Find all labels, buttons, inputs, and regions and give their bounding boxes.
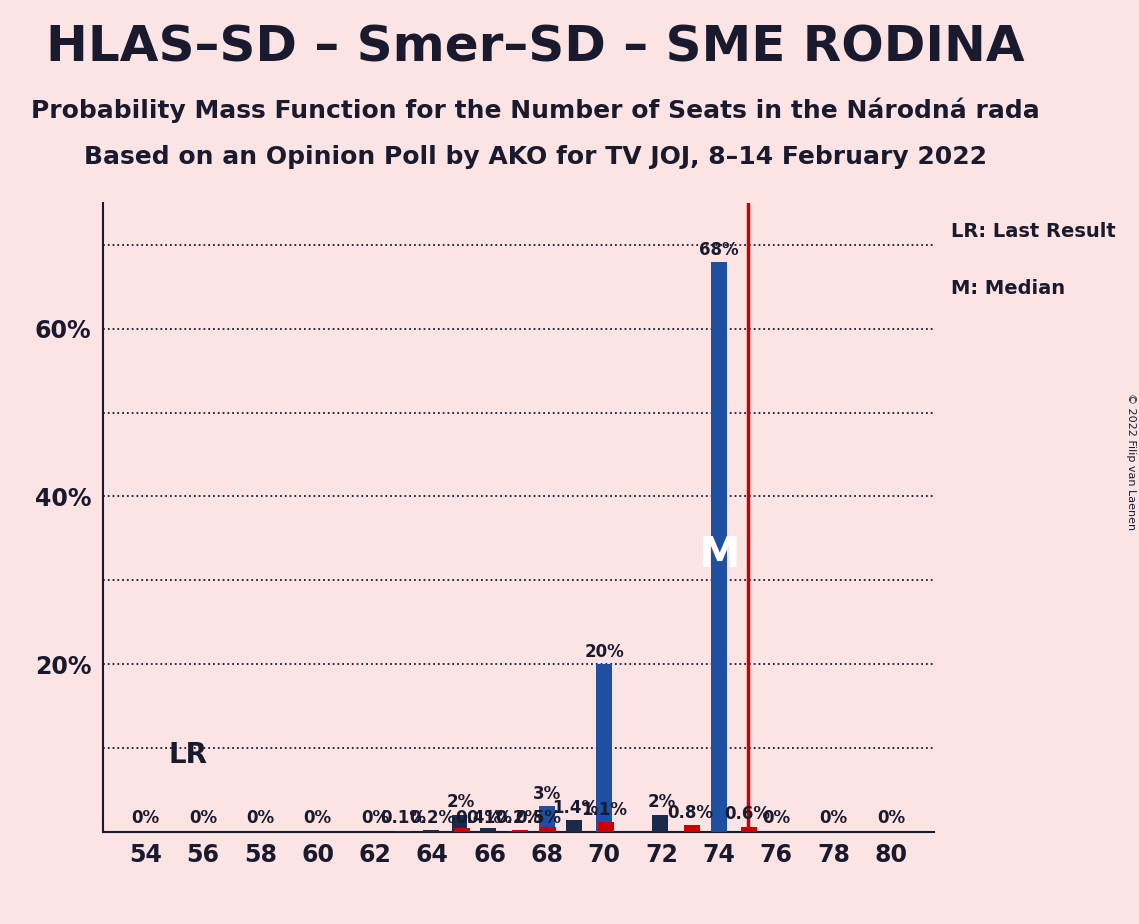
Text: 0%: 0%	[246, 808, 274, 827]
Text: 0%: 0%	[361, 808, 388, 827]
Bar	[597, 664, 612, 832]
Bar	[711, 261, 727, 832]
Bar	[683, 825, 699, 832]
Text: 2%: 2%	[647, 794, 675, 811]
Bar	[511, 830, 527, 832]
Text: M: M	[698, 534, 739, 577]
Bar	[454, 828, 470, 832]
Text: 20%: 20%	[584, 643, 624, 661]
Text: M: Median: M: Median	[951, 279, 1065, 298]
Text: 0%: 0%	[762, 808, 790, 827]
Text: 0.6%: 0.6%	[724, 805, 771, 823]
Text: 0.4%: 0.4%	[456, 808, 501, 827]
Bar	[423, 830, 439, 832]
Text: 68%: 68%	[699, 240, 739, 259]
Bar	[539, 807, 555, 832]
Text: 0.2%: 0.2%	[409, 808, 456, 827]
Text: HLAS–SD – Smer–SD – SME RODINA: HLAS–SD – Smer–SD – SME RODINA	[46, 23, 1025, 71]
Bar	[598, 822, 614, 832]
Text: 0%: 0%	[189, 808, 216, 827]
Bar	[741, 827, 757, 832]
Text: Based on an Opinion Poll by AKO for TV JOJ, 8–14 February 2022: Based on an Opinion Poll by AKO for TV J…	[84, 145, 986, 169]
Text: 2%: 2%	[446, 794, 475, 811]
Text: LR: Last Result: LR: Last Result	[951, 222, 1115, 241]
Text: 0%: 0%	[303, 808, 331, 827]
Text: 0%: 0%	[131, 808, 159, 827]
Text: 0%: 0%	[877, 808, 906, 827]
Text: © 2022 Filip van Laenen: © 2022 Filip van Laenen	[1126, 394, 1136, 530]
Text: 0.1%: 0.1%	[467, 808, 513, 827]
Text: 0.5%: 0.5%	[515, 808, 562, 827]
Text: 1.4%: 1.4%	[552, 798, 599, 817]
Text: 0.1%: 0.1%	[380, 808, 427, 827]
Bar	[451, 815, 467, 832]
Bar	[481, 828, 495, 832]
Bar	[653, 815, 669, 832]
Bar	[541, 827, 556, 832]
Text: 0.8%: 0.8%	[667, 804, 713, 821]
Text: 3%: 3%	[533, 785, 562, 803]
Text: 1.1%: 1.1%	[581, 801, 628, 819]
Bar	[566, 820, 582, 832]
Text: LR: LR	[169, 740, 207, 769]
Text: 0.2%: 0.2%	[495, 808, 541, 827]
Text: Probability Mass Function for the Number of Seats in the Národná rada: Probability Mass Function for the Number…	[31, 97, 1040, 123]
Text: 0%: 0%	[820, 808, 847, 827]
